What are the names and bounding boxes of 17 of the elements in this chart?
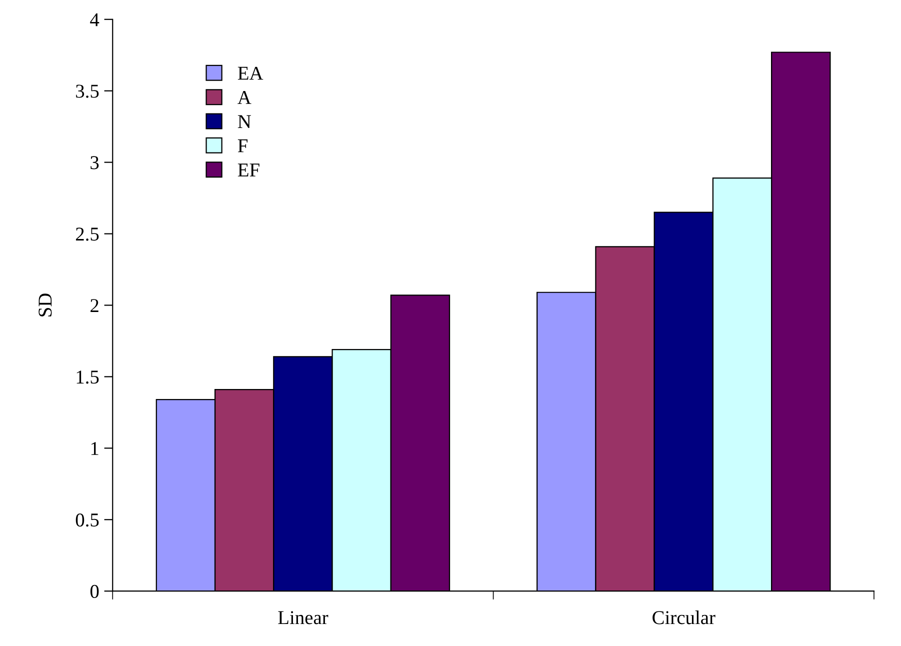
y-tick-label: 4 [90, 13, 100, 26]
y-tick-label: 1 [91, 442, 98, 455]
y-axis-title: SD [38, 294, 52, 316]
y-tick-label: 0.5 [76, 513, 99, 527]
legend-label: EA [238, 66, 264, 80]
y-tick-label: 3 [90, 156, 99, 170]
x-tick-label: Circular [652, 610, 716, 624]
legend-label: A [238, 90, 252, 104]
legend-label: EF [238, 164, 260, 176]
y-tick-label: 1.5 [76, 370, 99, 384]
y-tick-label: 0 [90, 584, 99, 598]
y-tick-label: 3.5 [76, 84, 99, 98]
y-tick-label: 2 [90, 299, 98, 312]
x-tick-label: Linear [278, 611, 328, 624]
y-tick-label: 2.5 [76, 228, 99, 241]
legend-label: F [238, 139, 248, 152]
legend-label: N [238, 115, 251, 128]
